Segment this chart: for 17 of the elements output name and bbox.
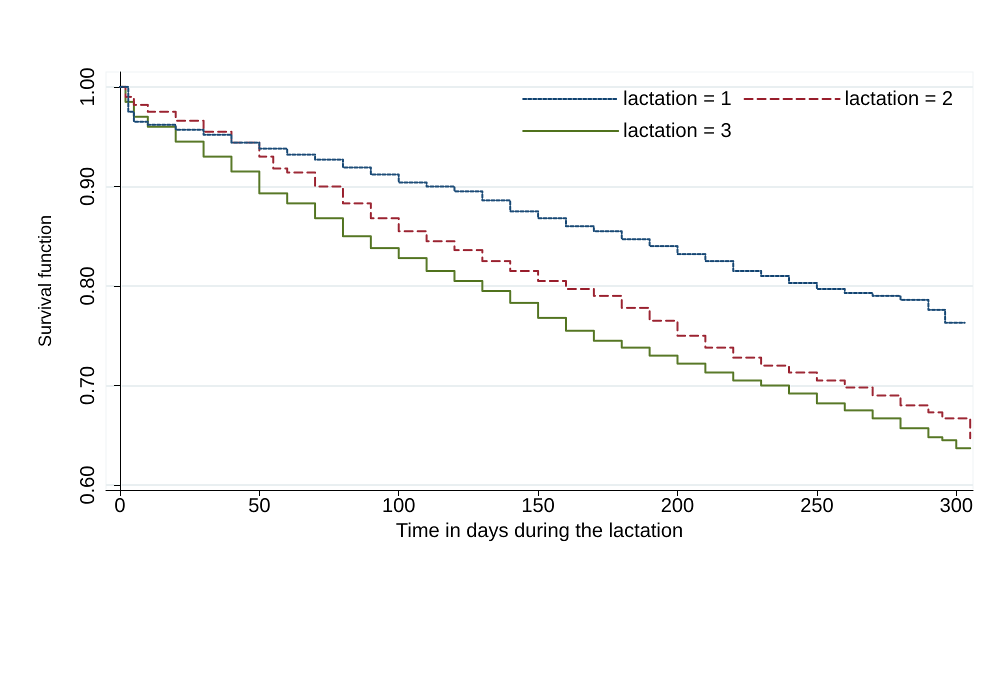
- x-axis-title: Time in days during the lactation: [396, 520, 684, 542]
- y-tick-label: 1.00: [77, 67, 99, 106]
- x-tick-label: 100: [382, 495, 416, 517]
- x-tick-label: 200: [660, 495, 694, 517]
- x-tick-label: 0: [114, 495, 126, 517]
- legend-label: lactation = 3: [623, 120, 732, 142]
- legend-label: lactation = 1: [623, 88, 732, 110]
- legend-label: lactation = 2: [844, 88, 954, 110]
- y-tick-label: 0.80: [77, 266, 99, 306]
- x-tick-label: 150: [521, 495, 555, 517]
- y-tick-label: 0.90: [77, 166, 99, 206]
- x-tick-label: 250: [800, 495, 834, 517]
- x-tick-label: 50: [248, 495, 270, 517]
- y-tick-label: 0.60: [77, 466, 99, 504]
- y-axis-title: Survival function: [35, 214, 55, 348]
- x-tick-label: 300: [940, 495, 973, 517]
- y-tick-label: 0.70: [77, 366, 99, 405]
